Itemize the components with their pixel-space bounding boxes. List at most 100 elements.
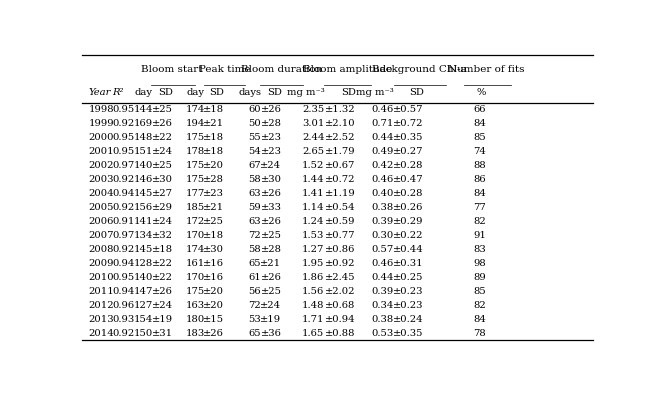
Text: 0.92: 0.92: [112, 245, 134, 254]
Text: 1.24: 1.24: [302, 217, 324, 226]
Text: 2006: 2006: [88, 217, 114, 226]
Text: 0.94: 0.94: [112, 259, 134, 268]
Text: 0.42: 0.42: [372, 161, 394, 170]
Text: 1.41: 1.41: [302, 189, 324, 198]
Text: ±19: ±19: [260, 314, 281, 323]
Text: ±0.25: ±0.25: [393, 273, 424, 282]
Text: ±18: ±18: [152, 245, 173, 254]
Text: 55: 55: [248, 133, 261, 142]
Text: ±25: ±25: [152, 161, 173, 170]
Text: days: days: [238, 88, 261, 97]
Text: ±1.32: ±1.32: [325, 105, 356, 114]
Text: 85: 85: [473, 133, 486, 142]
Text: 148: 148: [134, 133, 153, 142]
Text: 1.95: 1.95: [302, 259, 324, 268]
Text: 150: 150: [134, 329, 153, 338]
Text: R²: R²: [112, 88, 123, 97]
Text: 2011: 2011: [88, 287, 114, 296]
Text: 151: 151: [134, 147, 153, 156]
Text: ±20: ±20: [204, 287, 224, 296]
Text: SD: SD: [158, 88, 173, 97]
Text: ±16: ±16: [204, 273, 224, 282]
Text: ±30: ±30: [204, 245, 224, 254]
Text: 0.44: 0.44: [372, 133, 394, 142]
Text: 0.93: 0.93: [112, 314, 134, 323]
Text: 154: 154: [134, 314, 153, 323]
Text: 77: 77: [473, 203, 486, 212]
Text: 0.95: 0.95: [112, 133, 134, 142]
Text: ±0.86: ±0.86: [326, 245, 356, 254]
Text: 72: 72: [248, 231, 261, 240]
Text: 67: 67: [248, 161, 261, 170]
Text: 58: 58: [248, 175, 261, 184]
Text: 0.94: 0.94: [112, 287, 134, 296]
Text: 175: 175: [186, 161, 205, 170]
Text: 1.65: 1.65: [302, 329, 324, 338]
Text: 65: 65: [248, 329, 261, 338]
Text: 89: 89: [473, 273, 486, 282]
Text: 58: 58: [248, 245, 261, 254]
Text: 1.52: 1.52: [302, 161, 324, 170]
Text: ±0.28: ±0.28: [393, 189, 424, 198]
Text: 2014: 2014: [88, 329, 114, 338]
Text: 0.96: 0.96: [112, 301, 134, 310]
Text: ±23: ±23: [260, 133, 281, 142]
Text: 174: 174: [186, 245, 205, 254]
Text: ±0.47: ±0.47: [393, 175, 424, 184]
Text: 56: 56: [248, 287, 261, 296]
Text: ±0.94: ±0.94: [325, 314, 356, 323]
Text: ±22: ±22: [152, 259, 173, 268]
Text: day: day: [187, 88, 205, 97]
Text: ±21: ±21: [203, 203, 224, 212]
Text: ±0.67: ±0.67: [326, 161, 356, 170]
Text: 0.97: 0.97: [112, 231, 134, 240]
Text: 2002: 2002: [88, 161, 114, 170]
Text: 82: 82: [473, 301, 486, 310]
Text: ±1.79: ±1.79: [325, 147, 356, 156]
Text: ±0.92: ±0.92: [325, 259, 356, 268]
Text: Bloom start: Bloom start: [141, 65, 202, 74]
Text: 134: 134: [134, 231, 153, 240]
Text: Peak time: Peak time: [198, 65, 250, 74]
Text: SD: SD: [210, 88, 224, 97]
Text: 0.53: 0.53: [372, 329, 394, 338]
Text: 161: 161: [186, 259, 205, 268]
Text: ±18: ±18: [203, 105, 224, 114]
Text: ±0.68: ±0.68: [326, 301, 356, 310]
Text: 185: 185: [186, 203, 205, 212]
Text: 66: 66: [473, 105, 486, 114]
Text: 2013: 2013: [88, 314, 114, 323]
Text: SD: SD: [409, 88, 424, 97]
Text: 163: 163: [186, 301, 205, 310]
Text: ±0.27: ±0.27: [393, 147, 424, 156]
Text: 2008: 2008: [88, 245, 114, 254]
Text: ±21: ±21: [260, 259, 281, 268]
Text: ±26: ±26: [204, 329, 224, 338]
Text: 0.57: 0.57: [372, 245, 394, 254]
Text: 0.46: 0.46: [372, 175, 394, 184]
Text: 0.38: 0.38: [372, 314, 394, 323]
Text: 178: 178: [186, 147, 205, 156]
Text: 61: 61: [248, 273, 261, 282]
Text: 1.53: 1.53: [302, 231, 324, 240]
Text: 170: 170: [186, 231, 205, 240]
Text: 0.97: 0.97: [112, 161, 134, 170]
Text: 0.92: 0.92: [112, 329, 134, 338]
Text: 91: 91: [473, 231, 486, 240]
Text: 2012: 2012: [88, 301, 114, 310]
Text: ±1.19: ±1.19: [325, 189, 356, 198]
Text: 146: 146: [134, 175, 153, 184]
Text: 2010: 2010: [88, 273, 114, 282]
Text: 3.01: 3.01: [302, 119, 324, 128]
Text: 1.71: 1.71: [302, 314, 324, 323]
Text: ±0.31: ±0.31: [393, 259, 424, 268]
Text: 2.65: 2.65: [302, 147, 324, 156]
Text: 84: 84: [473, 314, 486, 323]
Text: 2005: 2005: [88, 203, 114, 212]
Text: ±0.72: ±0.72: [325, 175, 356, 184]
Text: ±18: ±18: [203, 147, 224, 156]
Text: ±0.24: ±0.24: [393, 314, 424, 323]
Text: 59: 59: [248, 203, 261, 212]
Text: 0.40: 0.40: [372, 189, 394, 198]
Text: mg m⁻³: mg m⁻³: [287, 88, 324, 97]
